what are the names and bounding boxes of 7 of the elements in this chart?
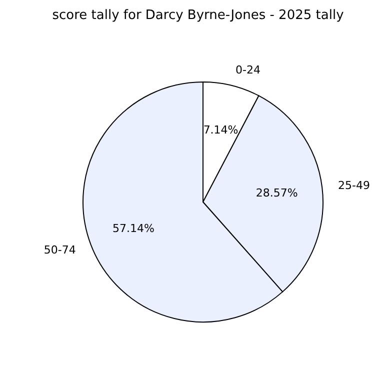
data-label: 28.57%	[256, 186, 298, 200]
data-label: 7.14%	[203, 123, 238, 136]
slice-label: 25-49	[338, 179, 370, 192]
data-label: 57.14%	[112, 222, 154, 235]
chart-title: score tally for Darcy Byrne-Jones - 2025 tally	[51, 8, 345, 23]
slice-label: 50-74	[44, 244, 76, 257]
slice-label: 0-24	[236, 63, 261, 76]
